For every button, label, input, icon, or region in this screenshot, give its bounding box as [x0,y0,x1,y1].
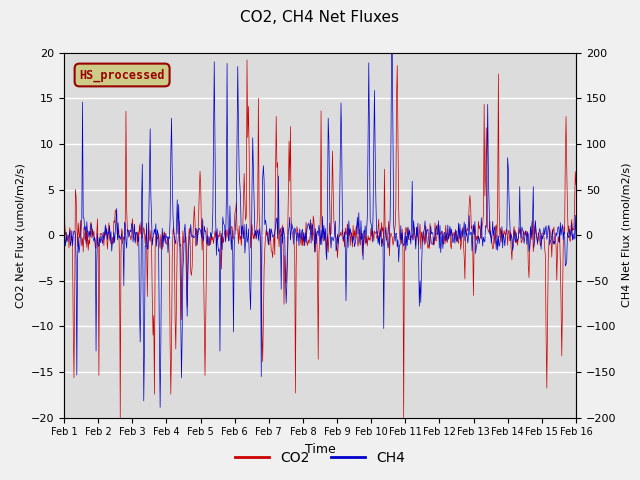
Text: CO2, CH4 Net Fluxes: CO2, CH4 Net Fluxes [241,10,399,24]
Y-axis label: CH4 Net Flux (nmol/m2/s): CH4 Net Flux (nmol/m2/s) [622,163,632,308]
Legend: CO2, CH4: CO2, CH4 [229,445,411,471]
Y-axis label: CO2 Net Flux (umol/m2/s): CO2 Net Flux (umol/m2/s) [15,163,25,308]
X-axis label: Time: Time [305,443,335,456]
Text: HS_processed: HS_processed [79,68,165,82]
